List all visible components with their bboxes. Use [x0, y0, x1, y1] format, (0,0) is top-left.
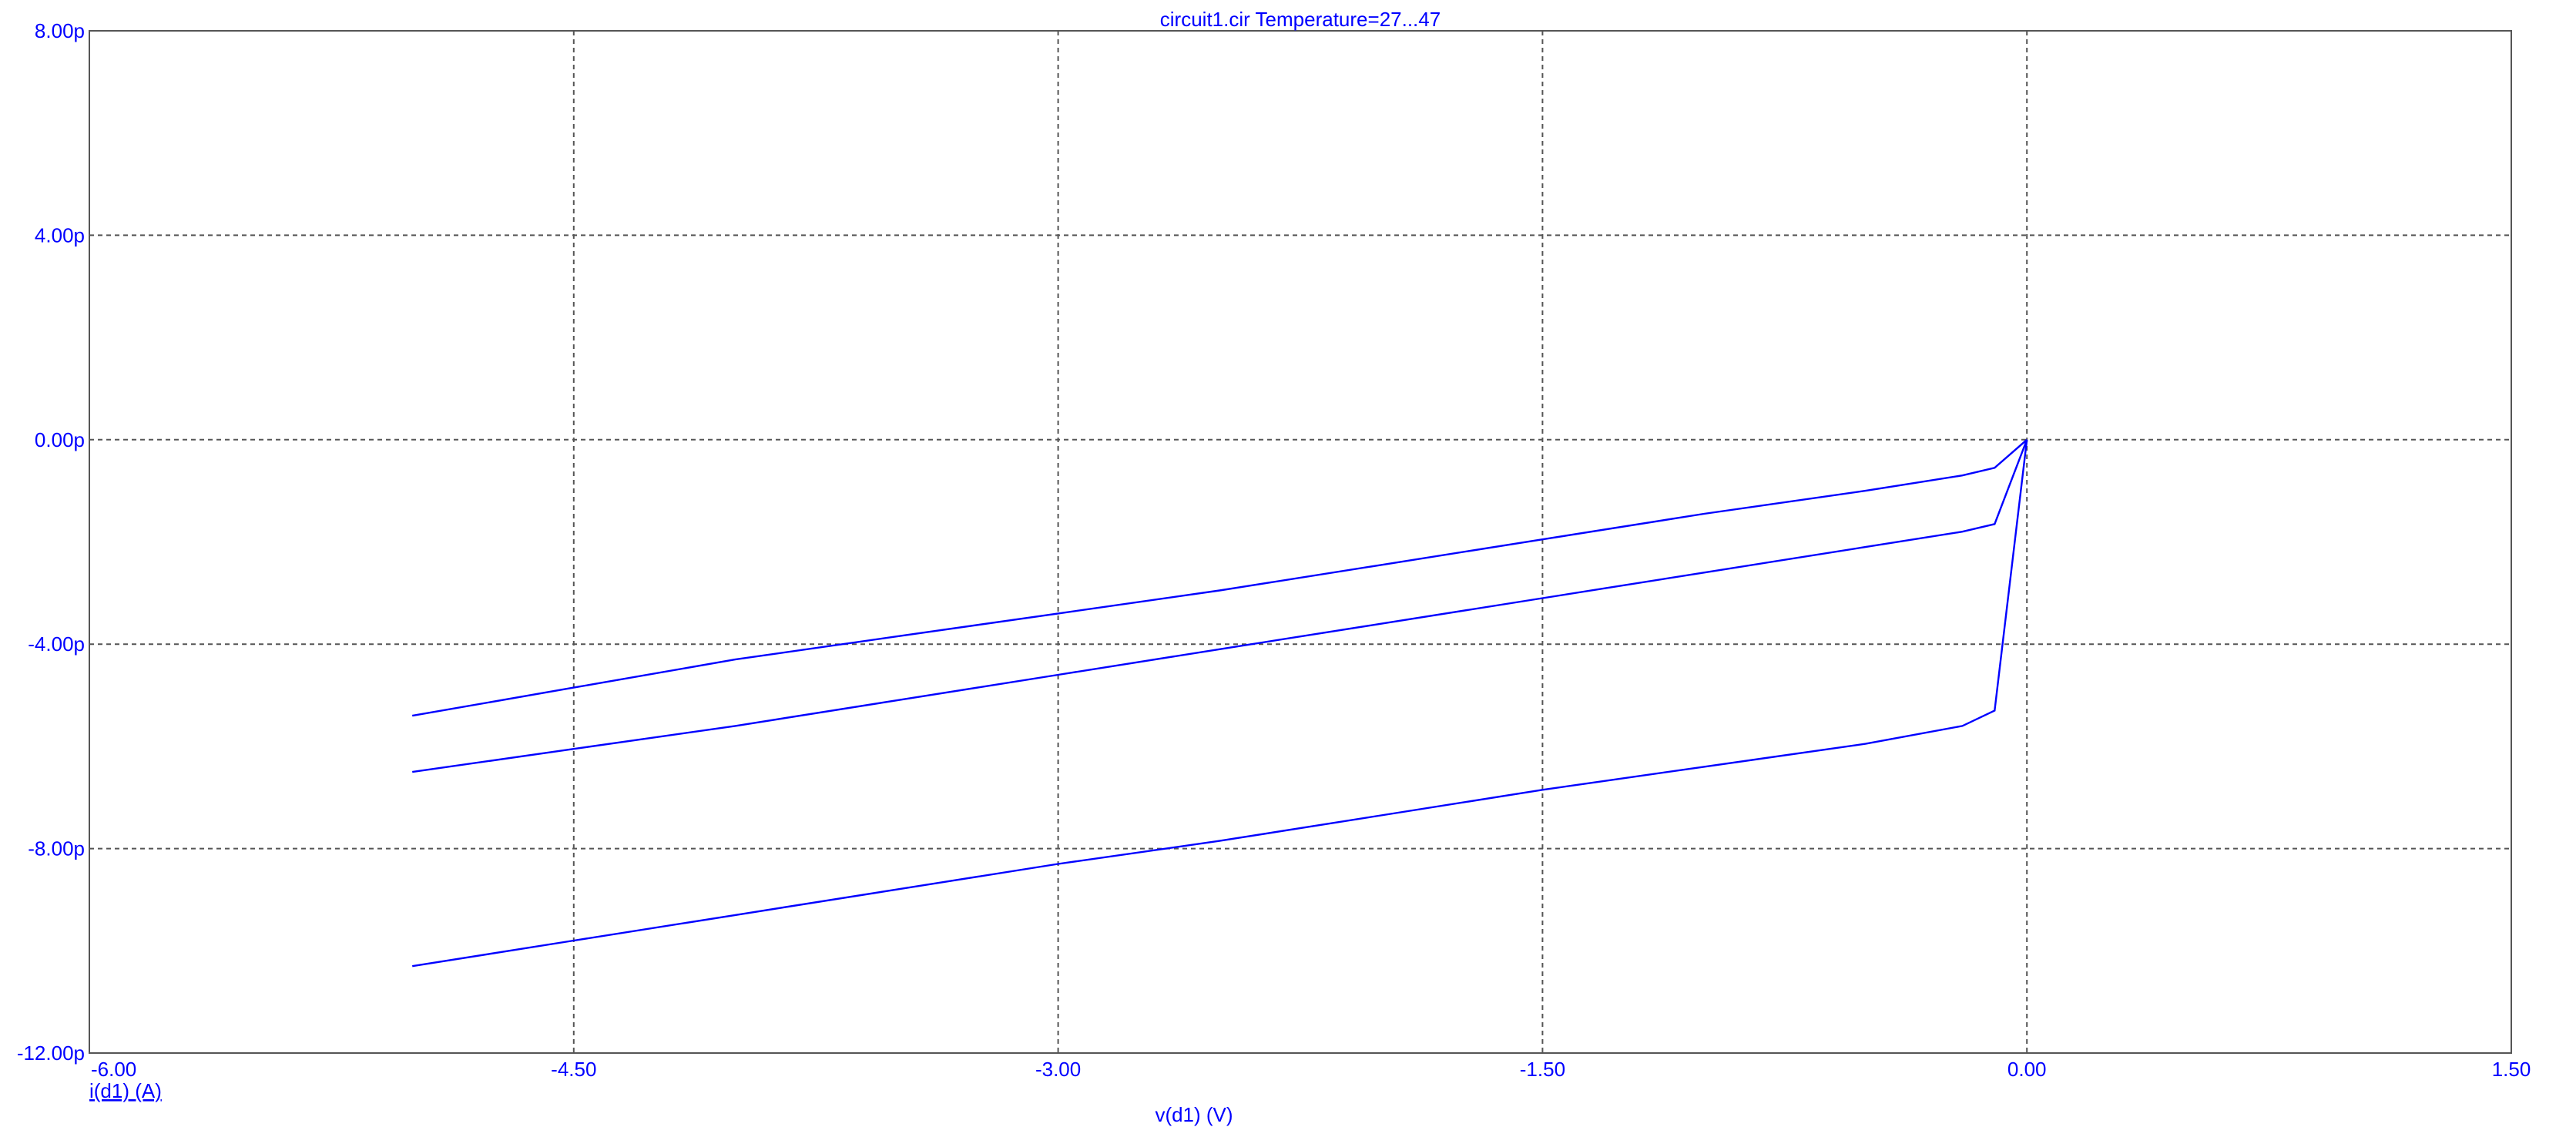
- series-group: [411, 438, 2028, 968]
- grid-lines: [89, 31, 2511, 1053]
- series-line-3: [412, 439, 2028, 968]
- x-axis-label: v(d1) (V): [1155, 1103, 1233, 1126]
- x-tick-label: 1.50: [2492, 1058, 2531, 1081]
- x-tick-label: 0.00: [2007, 1058, 2047, 1081]
- series-line-2: [412, 439, 2028, 773]
- y-tick-label: 8.00p: [35, 19, 85, 42]
- x-tick-labels: -6.00 -4.50 -3.00 -1.50 0.00 1.50: [91, 1058, 2531, 1081]
- x-tick-label: -3.00: [1035, 1058, 1081, 1081]
- x-tick-label: -4.50: [551, 1058, 596, 1081]
- x-tick-label: -6.00: [91, 1058, 136, 1081]
- plot-frame: [89, 30, 2512, 1054]
- y-tick-label: 0.00p: [35, 428, 85, 451]
- y-axis-legend-link[interactable]: i(d1) (A): [89, 1079, 162, 1102]
- y-tick-label: -12.00p: [17, 1041, 85, 1065]
- y-tick-label: -4.00p: [28, 632, 85, 656]
- y-tick-labels: 8.00p 4.00p 0.00p -4.00p -8.00p -12.00p: [17, 19, 85, 1065]
- y-tick-label: 4.00p: [35, 223, 85, 247]
- y-tick-label: -8.00p: [28, 837, 85, 860]
- chart-title: circuit1.cir Temperature=27...47: [1160, 8, 1441, 31]
- series-line-1: [411, 438, 2028, 717]
- x-tick-label: -1.50: [1520, 1058, 1565, 1081]
